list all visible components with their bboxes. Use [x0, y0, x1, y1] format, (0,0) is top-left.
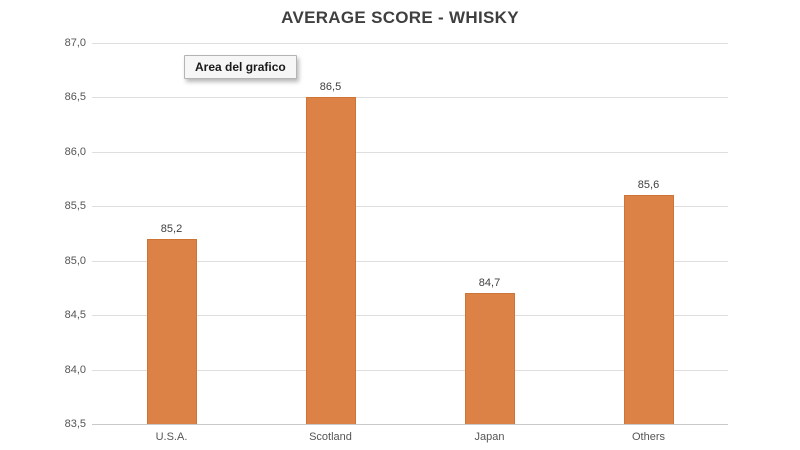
x-axis-line: [92, 424, 728, 425]
gridline: [92, 315, 728, 317]
bar-value-label: 84,7: [478, 277, 501, 290]
x-axis-category-label: U.S.A.: [155, 431, 188, 443]
y-axis-tick-label: 85,0: [64, 254, 86, 267]
bar-japan[interactable]: [464, 293, 515, 424]
bar-others[interactable]: [623, 195, 674, 424]
y-axis-tick-label: 86,5: [64, 91, 86, 104]
y-axis-tick-label: 85,5: [64, 200, 86, 213]
bar-scotland[interactable]: [305, 97, 356, 424]
chart-area-tooltip: Area del grafico: [184, 55, 297, 79]
y-axis-tick-label: 84,0: [64, 363, 86, 376]
gridline: [92, 43, 728, 44]
chart-title: AVERAGE SCORE - WHISKY: [281, 8, 519, 27]
x-axis-category-label: Japan: [474, 431, 505, 443]
y-axis-tick-label: 83,5: [64, 418, 86, 430]
bar-value-label: 85,6: [637, 179, 660, 192]
gridline: [92, 151, 728, 153]
bar-value-label: 86,5: [319, 81, 342, 94]
x-axis-category-label: Others: [631, 431, 665, 443]
gridline: [92, 206, 728, 208]
y-axis-tick-label: 86,0: [64, 145, 86, 158]
bar-value-label: 85,2: [160, 222, 183, 235]
gridline: [92, 369, 728, 371]
x-axis-category-label: Scotland: [309, 431, 352, 443]
gridline: [92, 260, 728, 262]
gridline: [92, 97, 728, 99]
bar-usa[interactable]: [146, 238, 197, 424]
y-axis-tick-label: 87,0: [64, 37, 86, 49]
y-axis-tick-label: 84,5: [64, 309, 86, 322]
